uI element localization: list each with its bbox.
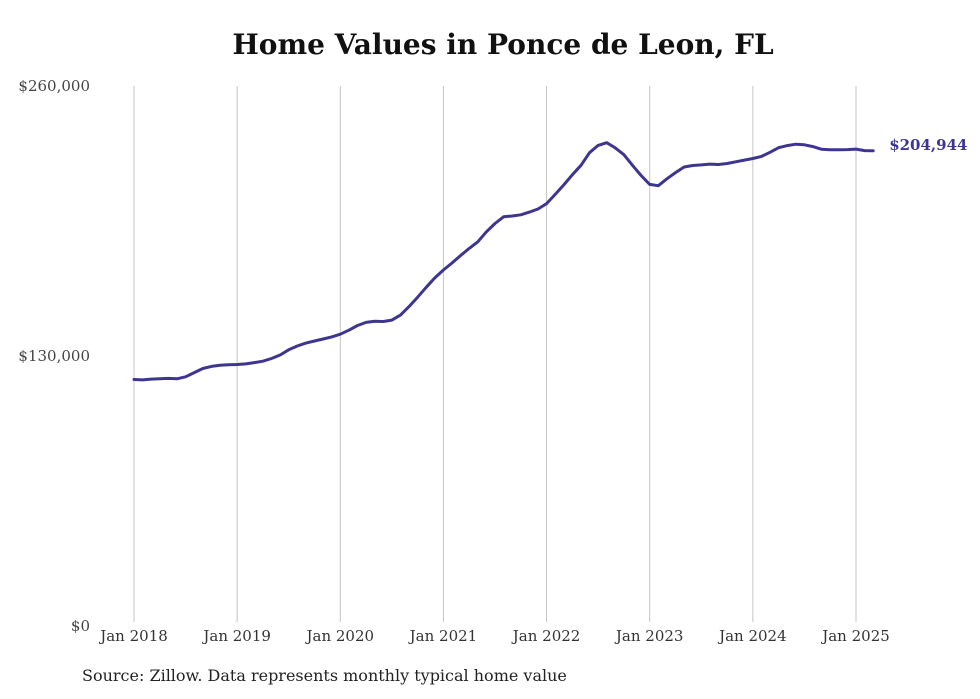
y-tick-label: $260,000 (18, 77, 90, 95)
chart-title: Home Values in Ponce de Leon, FL (232, 28, 774, 61)
y-tick-label: $0 (71, 617, 90, 635)
gridlines (133, 86, 857, 622)
y-tick-label: $130,000 (18, 347, 90, 365)
x-tick-label: Jan 2018 (98, 627, 168, 645)
x-tick-label: Jan 2020 (305, 627, 375, 645)
y-axis: $0 $130,000 $260,000 (18, 77, 90, 635)
end-value-label: $204,944 (889, 136, 967, 154)
x-tick-label: Jan 2024 (717, 627, 787, 645)
x-tick-label: Jan 2021 (408, 627, 478, 645)
x-tick-label: Jan 2022 (511, 627, 581, 645)
x-tick-label: Jan 2023 (614, 627, 684, 645)
x-tick-label: Jan 2025 (820, 627, 890, 645)
x-axis: Jan 2018 Jan 2019 Jan 2020 Jan 2021 Jan 2022… (98, 627, 890, 645)
x-tick-label: Jan 2019 (201, 627, 271, 645)
source-note: Source: Zillow. Data represents monthly … (82, 666, 567, 685)
series-line (132, 141, 875, 382)
